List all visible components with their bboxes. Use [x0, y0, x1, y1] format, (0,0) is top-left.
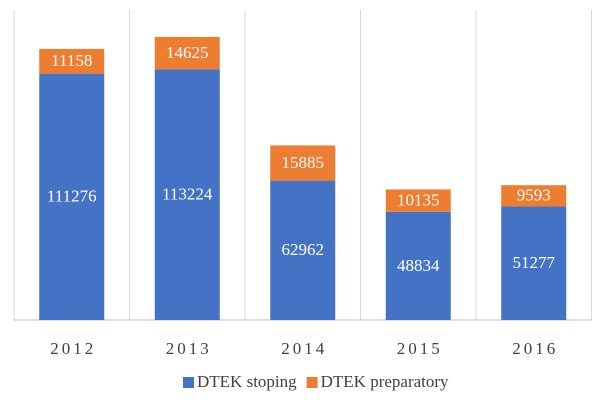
- data-label: 15885: [282, 153, 325, 172]
- x-tick-label: 2013: [166, 339, 212, 358]
- data-label: 9593: [517, 186, 551, 205]
- bar-segment: [39, 73, 105, 320]
- bar-segment: [385, 211, 451, 320]
- data-label: 11158: [51, 51, 92, 70]
- legend-label: DTEK stoping: [197, 372, 297, 391]
- bar-segment: [154, 36, 220, 70]
- x-tick-label: 2014: [281, 339, 327, 358]
- bar-segment: [501, 185, 567, 207]
- bar-segment: [270, 180, 336, 320]
- bar-segment: [39, 48, 105, 74]
- bar-segment: [154, 69, 220, 321]
- data-label: 10135: [397, 191, 440, 210]
- legend-swatch: [183, 377, 194, 388]
- x-tick-label: 2016: [512, 339, 558, 358]
- legend-swatch: [306, 377, 318, 388]
- data-label: 111276: [47, 187, 97, 206]
- x-tick-label: 2015: [397, 339, 443, 358]
- x-tick-label: 2012: [50, 339, 96, 358]
- data-label: 62962: [282, 240, 325, 259]
- bar-segment: [501, 206, 567, 320]
- bar-segment: [385, 189, 451, 212]
- data-label: 51277: [513, 253, 556, 272]
- legend-label: DTEK preparatory: [321, 372, 449, 391]
- data-label: 14625: [166, 43, 209, 62]
- data-label: 48834: [397, 256, 440, 275]
- data-label: 113224: [162, 185, 213, 204]
- bar-segment: [270, 145, 336, 181]
